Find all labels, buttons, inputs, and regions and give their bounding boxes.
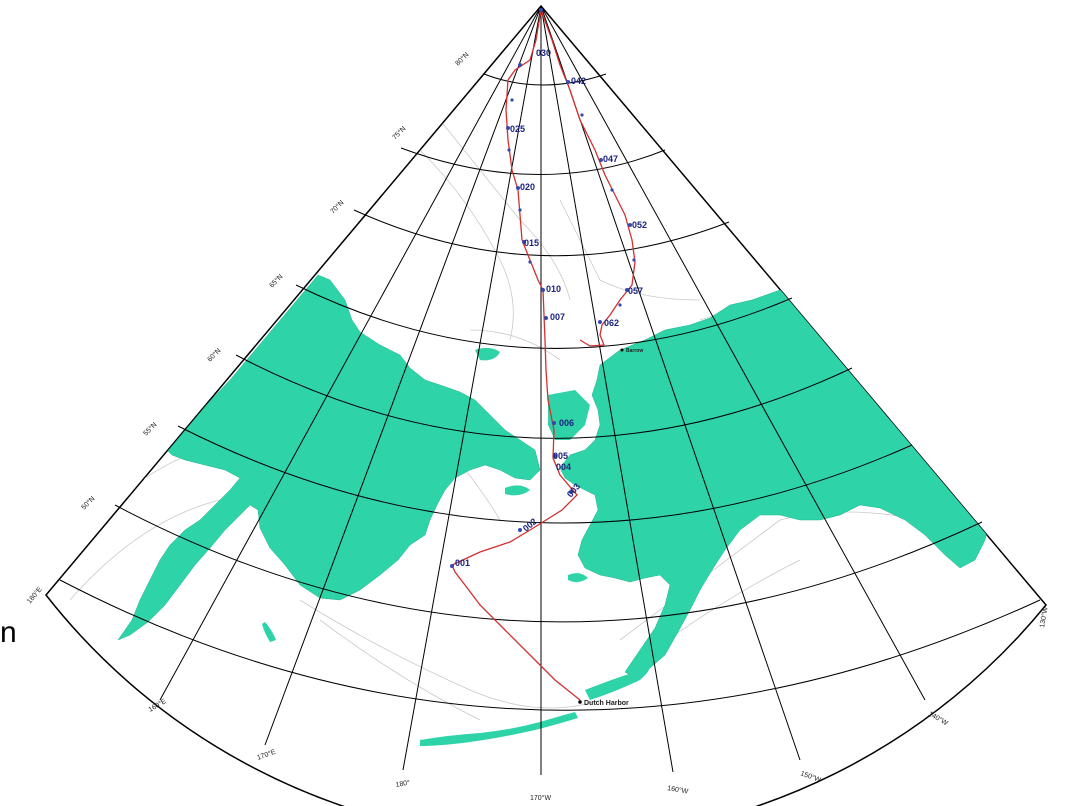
lon-label-160w: 160°W bbox=[667, 784, 690, 796]
lat-label-50: 50°N bbox=[80, 495, 97, 512]
lat-line-60 bbox=[235, 354, 853, 439]
graticule bbox=[45, 5, 1041, 775]
lon-label-180e: 180°E bbox=[25, 585, 44, 605]
lat-line-45 bbox=[59, 579, 1041, 711]
station-label-005: 005 bbox=[553, 451, 568, 461]
land-nunivak-island bbox=[568, 573, 588, 583]
lat-label-65: 65°N bbox=[268, 273, 285, 290]
station-dots bbox=[450, 8, 636, 568]
station-label-030: 030 bbox=[536, 48, 551, 58]
land-chukotka-tip bbox=[548, 390, 590, 440]
meridian-180e bbox=[45, 5, 542, 596]
meridian-160e bbox=[159, 5, 542, 701]
place-label-barrow: Barrow bbox=[626, 348, 643, 354]
lat-label-75: 75°N bbox=[391, 125, 408, 142]
land-st-lawrence-island bbox=[505, 485, 530, 496]
meridian-150w bbox=[540, 5, 801, 761]
station-label-057: 057 bbox=[628, 286, 643, 296]
map-frame bbox=[45, 4, 1047, 806]
lat-label-80: 80°N bbox=[454, 51, 471, 68]
land-aleutians bbox=[420, 712, 578, 746]
station-label-042: 042 bbox=[571, 76, 586, 86]
station-label-001: 001 bbox=[455, 558, 470, 568]
land-commander-islands bbox=[262, 622, 276, 642]
cruise-track bbox=[451, 9, 636, 701]
lat-line-75 bbox=[400, 147, 666, 175]
lat-line-80 bbox=[483, 73, 607, 86]
land-alaska-peninsula bbox=[585, 668, 649, 700]
track-return bbox=[540, 9, 636, 347]
station-label-047: 047 bbox=[603, 154, 618, 164]
lat-label-70: 70°N bbox=[329, 199, 346, 216]
meridian-140w bbox=[540, 5, 926, 701]
lat-label-55: 55°N bbox=[142, 421, 159, 438]
lon-label-170w: 170°W bbox=[530, 794, 551, 802]
barrow-marker bbox=[620, 348, 624, 352]
meridian-160w bbox=[540, 5, 674, 773]
station-label-052: 052 bbox=[632, 220, 647, 230]
land-wrangel-island bbox=[475, 347, 500, 361]
station-label-015: 015 bbox=[524, 238, 539, 248]
station-label-004: 004 bbox=[556, 462, 571, 472]
station-label-006: 006 bbox=[559, 418, 574, 428]
track-north bbox=[505, 9, 544, 291]
lat-line-65 bbox=[295, 284, 793, 349]
meridian-180 bbox=[402, 5, 542, 771]
station-label-020: 020 bbox=[520, 182, 535, 192]
station-label-062: 062 bbox=[604, 318, 619, 328]
dutch-harbor-marker bbox=[578, 700, 582, 704]
side-label: n bbox=[0, 616, 17, 649]
station-label-025: 025 bbox=[510, 124, 525, 134]
lat-label-60: 60°N bbox=[206, 347, 223, 364]
place-label-dutch-harbor: Dutch Harbor bbox=[584, 700, 629, 707]
track-outbound bbox=[451, 289, 581, 701]
lon-label-130w: 130°W bbox=[1038, 606, 1050, 629]
lon-label-140w: 140°W bbox=[927, 710, 950, 728]
station-label-010: 010 bbox=[546, 284, 561, 294]
station-label-007: 007 bbox=[550, 312, 565, 322]
meridian-170e bbox=[264, 5, 542, 746]
lon-label-180: 180° bbox=[395, 779, 411, 789]
